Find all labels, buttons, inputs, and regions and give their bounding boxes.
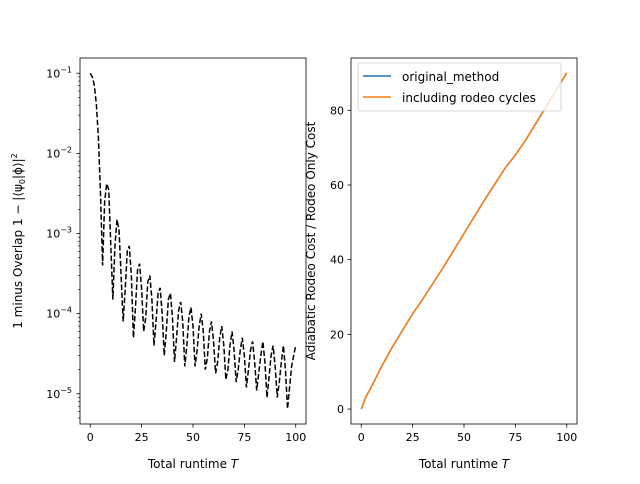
legend-frame [357, 62, 562, 112]
left-x-tick-label: 0 [87, 431, 94, 444]
left-x-axis-label: Total runtime T [147, 457, 240, 471]
right-x-tick-label: 100 [556, 431, 577, 444]
right-x-tick-label: 25 [406, 431, 420, 444]
right-y-tick-label: 80 [330, 104, 344, 117]
left-x-tick-label: 50 [186, 431, 200, 444]
legend: original_method including rodeo cycles [357, 62, 562, 112]
right-y-axis-label: Adiabatic Rodeo Cost / Rodeo Only Cost [304, 121, 318, 360]
left-y-tick-label: 10−3 [46, 226, 72, 241]
left-x-tick-label: 100 [285, 431, 306, 444]
right-x-tick-label: 50 [457, 431, 471, 444]
right-chart: 0 25 50 75 100 0 20 40 60 80 Total runtime T Adi… [304, 57, 578, 471]
left-y-tick-label: 10−5 [46, 386, 72, 401]
legend-label-including-rodeo-cycles: including rodeo cycles [402, 91, 536, 105]
right-series-layer [360, 72, 568, 410]
left-y-tick-label: 10−2 [46, 145, 72, 160]
left-y-axis-label: 1 minus Overlap 1 − |⟨ψ0|ϕ⟩|2 [10, 153, 27, 329]
left-x-tick-label: 75 [237, 431, 251, 444]
right-y-tick-label: 60 [330, 179, 344, 192]
left-series-layer [89, 72, 297, 409]
right-y-tick-label: 0 [337, 403, 344, 416]
legend-label-original-method: original_method [402, 70, 499, 84]
right-y-tick-label: 20 [330, 328, 344, 341]
left-series-line-0 [89, 72, 297, 409]
left-y-tick-label: 10−1 [46, 65, 72, 80]
left-x-tick-label: 25 [135, 431, 149, 444]
right-x-tick-label: 75 [508, 431, 522, 444]
right-x-ticks: 0 25 50 75 100 [358, 424, 577, 444]
left-y-ticks: 10−5 10−4 10−3 10−2 10−1 [46, 65, 80, 419]
right-x-tick-label: 0 [358, 431, 365, 444]
left-y-tick-label: 10−4 [46, 306, 72, 321]
left-chart: 0 25 50 75 100 10−5 10−4 10−3 10−2 10−1 Total ru… [10, 57, 307, 471]
left-x-ticks: 0 25 50 75 100 [87, 424, 306, 444]
right-x-axis-label: Total runtime T [418, 457, 511, 471]
right-y-ticks: 0 20 40 60 80 [330, 104, 351, 416]
right-y-tick-label: 40 [330, 254, 344, 267]
right-series-line-including-rodeo-cycles [360, 72, 568, 410]
